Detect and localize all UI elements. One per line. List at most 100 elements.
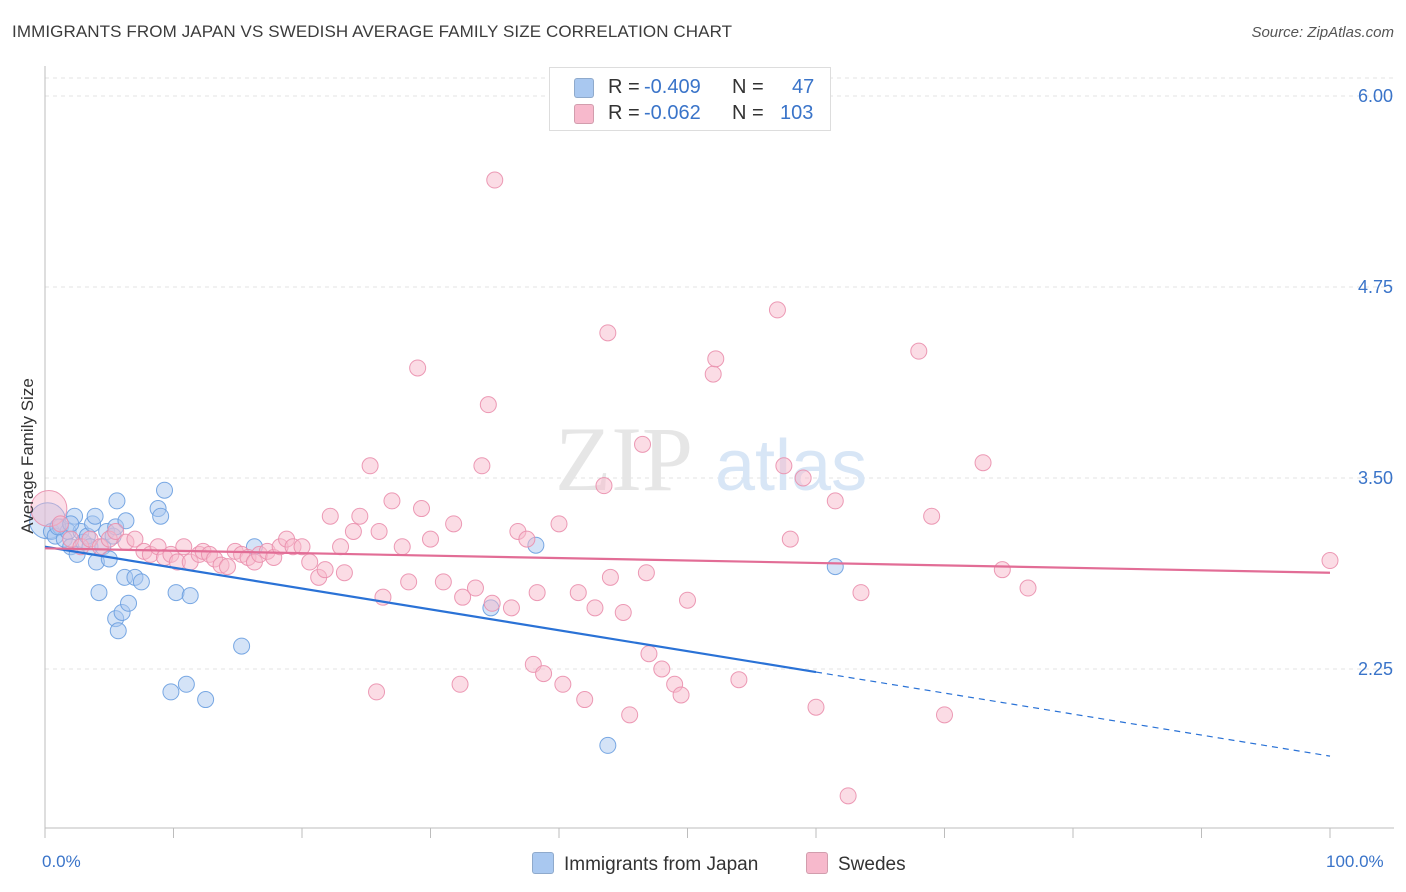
bottom-legend-label-swedes: Swedes — [838, 854, 906, 875]
legend-n-label: N = — [732, 76, 764, 98]
point-japan — [233, 637, 251, 655]
point-japan — [826, 558, 844, 576]
legend-swatch-japan — [574, 78, 594, 98]
point-swedes — [126, 530, 144, 548]
point-swedes — [218, 558, 236, 576]
point-swedes — [807, 698, 825, 716]
point-swedes — [1321, 552, 1339, 570]
point-swedes — [1019, 579, 1037, 597]
y-tick-label: 6.00 — [1358, 86, 1393, 106]
point-swedes — [454, 588, 472, 606]
legend-r-label: R = — [608, 76, 640, 98]
trend-lines — [44, 545, 1331, 757]
axes — [44, 66, 1394, 838]
point-japan — [181, 587, 199, 605]
legend-n-value: 47 — [792, 76, 815, 98]
point-swedes — [479, 396, 497, 414]
point-swedes — [400, 573, 418, 591]
y-tick-label: 4.75 — [1358, 277, 1393, 297]
point-swedes — [51, 515, 69, 533]
point-swedes — [637, 564, 655, 582]
bottom-legend-japan: Immigrants from Japan — [532, 852, 758, 876]
point-swedes — [473, 457, 491, 475]
point-swedes — [576, 691, 594, 709]
point-swedes — [601, 568, 619, 586]
legend-r-value: -0.062 — [644, 102, 701, 124]
point-swedes — [486, 171, 504, 189]
point-swedes — [993, 561, 1011, 579]
point-swedes — [316, 561, 334, 579]
point-swedes — [393, 538, 411, 556]
point-japan — [120, 594, 138, 612]
point-japan — [156, 481, 174, 499]
x-tick-label-min: 0.0% — [42, 852, 81, 871]
y-axis-label: Average Family Size — [18, 378, 37, 534]
point-swedes — [936, 706, 953, 724]
point-swedes — [974, 454, 992, 472]
point-swedes — [569, 584, 587, 602]
point-swedes — [107, 522, 125, 540]
point-swedes — [599, 324, 617, 342]
point-japan — [197, 691, 215, 709]
point-japan — [132, 573, 150, 591]
point-swedes — [550, 515, 568, 533]
point-swedes — [368, 683, 386, 701]
point-swedes — [483, 594, 501, 612]
legend-n-value: 103 — [780, 102, 814, 124]
point-swedes — [528, 584, 546, 602]
point-swedes — [434, 573, 452, 591]
point-swedes — [370, 522, 388, 540]
point-japan — [599, 736, 617, 754]
point-swedes — [321, 507, 339, 525]
point-swedes — [301, 553, 319, 571]
point-swedes — [586, 599, 604, 617]
point-japan — [108, 492, 126, 510]
point-swedes — [704, 365, 722, 383]
point-swedes — [679, 591, 696, 609]
point-swedes — [653, 660, 671, 678]
watermark: ZIP atlas — [555, 408, 867, 510]
point-swedes — [535, 665, 553, 683]
point-swedes — [781, 530, 799, 548]
point-swedes — [640, 645, 658, 663]
point-japan — [117, 512, 135, 530]
point-swedes — [409, 359, 427, 377]
point-swedes — [730, 671, 748, 689]
point-swedes — [614, 603, 632, 621]
x-tick-label-max: 100.0% — [1326, 852, 1384, 871]
y-tick-labels: 2.25 3.50 4.75 6.00 — [1358, 86, 1393, 679]
point-swedes — [839, 787, 857, 805]
legend-r-label: R = — [608, 102, 640, 124]
watermark-zip: ZIP — [555, 408, 693, 510]
point-swedes — [502, 599, 520, 617]
point-swedes — [910, 342, 928, 360]
point-swedes — [351, 507, 369, 525]
point-swedes — [554, 675, 572, 693]
point-swedes — [826, 492, 844, 510]
trend-line-japan-extension — [815, 671, 1331, 757]
trend-line-swedes — [44, 547, 1331, 574]
point-japan — [162, 683, 180, 701]
chart-title: IMMIGRANTS FROM JAPAN VS SWEDISH AVERAGE… — [12, 22, 733, 41]
point-swedes — [672, 686, 690, 704]
point-swedes — [293, 538, 311, 556]
y-tick-label: 3.50 — [1358, 468, 1393, 488]
point-swedes — [175, 538, 193, 556]
correlation-legend: R = -0.409 N = 47 R = -0.062 N = 103 — [549, 67, 831, 131]
point-swedes — [361, 457, 379, 475]
point-swedes — [621, 706, 639, 724]
point-swedes — [794, 469, 812, 487]
point-japan — [152, 507, 170, 525]
point-japan — [86, 507, 104, 525]
point-swedes — [383, 492, 401, 510]
point-swedes — [344, 522, 362, 540]
bottom-legend-swedes: Swedes — [806, 852, 906, 876]
point-swedes — [335, 564, 353, 582]
point-swedes — [413, 500, 431, 518]
bottom-legend-swatch-swedes — [806, 852, 828, 874]
legend-r-value: -0.409 — [644, 76, 701, 98]
point-japan — [167, 584, 185, 602]
point-swedes — [332, 538, 350, 556]
y-tick-label: 2.25 — [1358, 659, 1393, 679]
point-japan — [90, 584, 108, 602]
